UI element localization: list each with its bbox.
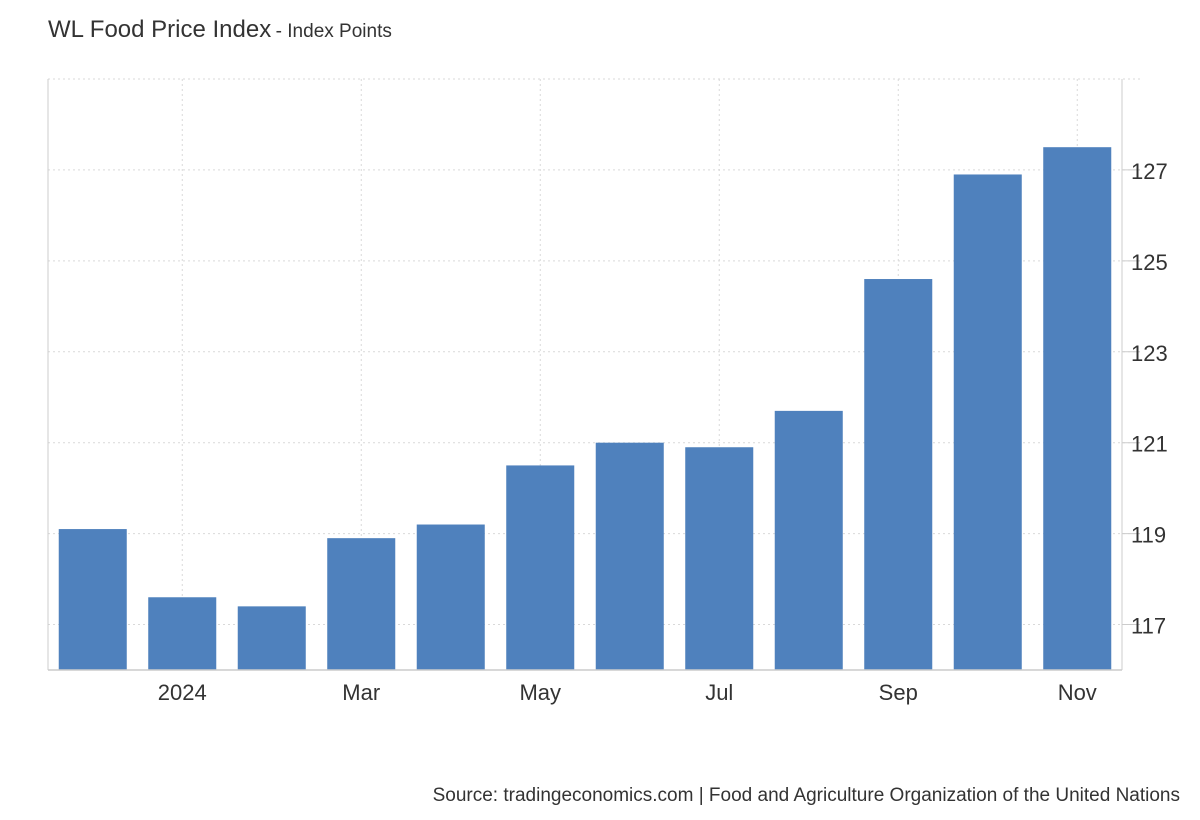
bar [685, 447, 754, 670]
x-tick-label: Nov [1058, 680, 1097, 705]
chart-title: WL Food Price Index [48, 16, 272, 43]
x-tick-label: Sep [879, 680, 918, 705]
chart-title-row: WL Food Price Index - Index Points [48, 16, 392, 44]
y-tick-label: 119 [1131, 523, 1166, 548]
x-tick-label: Mar [342, 680, 380, 705]
bar [327, 538, 396, 670]
x-tick-label: May [519, 680, 561, 705]
x-tick-label: 2024 [158, 680, 207, 705]
bar [774, 410, 843, 670]
y-tick-label: 123 [1131, 341, 1168, 366]
y-tick-label: 117 [1131, 614, 1166, 639]
y-tick-label: 127 [1131, 159, 1168, 184]
bar [148, 597, 217, 670]
bar [237, 606, 306, 670]
bar [58, 529, 127, 670]
bar [864, 279, 933, 670]
chart-subtitle: - Index Points [275, 21, 392, 42]
y-tick-label: 121 [1131, 432, 1168, 457]
bar [595, 442, 664, 670]
x-tick-label: Jul [705, 680, 733, 705]
source-note: Source: tradingeconomics.com | Food and … [432, 785, 1180, 806]
y-tick-label: 125 [1131, 250, 1168, 275]
bar [953, 174, 1022, 670]
bar [416, 524, 485, 670]
bar [506, 465, 575, 670]
bar [1043, 147, 1112, 670]
